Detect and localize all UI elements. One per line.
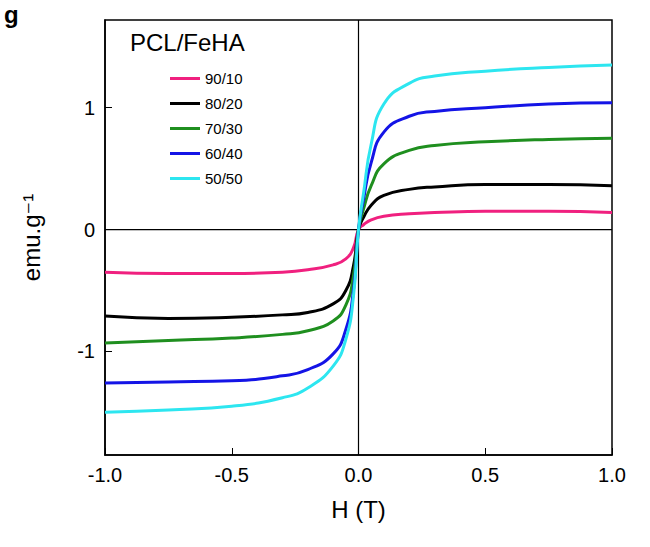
svg-text:emu.g⁻¹: emu.g⁻¹: [18, 194, 45, 281]
svg-text:0.0: 0.0: [345, 464, 373, 486]
svg-text:-0.5: -0.5: [215, 464, 249, 486]
svg-text:90/10: 90/10: [205, 70, 243, 87]
svg-text:80/20: 80/20: [205, 95, 243, 112]
svg-text:1.0: 1.0: [598, 464, 626, 486]
svg-text:-1.0: -1.0: [88, 464, 122, 486]
svg-text:-1: -1: [77, 340, 95, 362]
svg-text:H (T): H (T): [331, 496, 386, 523]
svg-text:1: 1: [84, 97, 95, 119]
svg-text:60/40: 60/40: [205, 145, 243, 162]
svg-text:50/50: 50/50: [205, 170, 243, 187]
svg-text:g: g: [4, 1, 19, 28]
svg-text:70/30: 70/30: [205, 120, 243, 137]
svg-text:PCL/FeHA: PCL/FeHA: [130, 29, 245, 56]
svg-text:0.5: 0.5: [471, 464, 499, 486]
svg-text:0: 0: [84, 219, 95, 241]
